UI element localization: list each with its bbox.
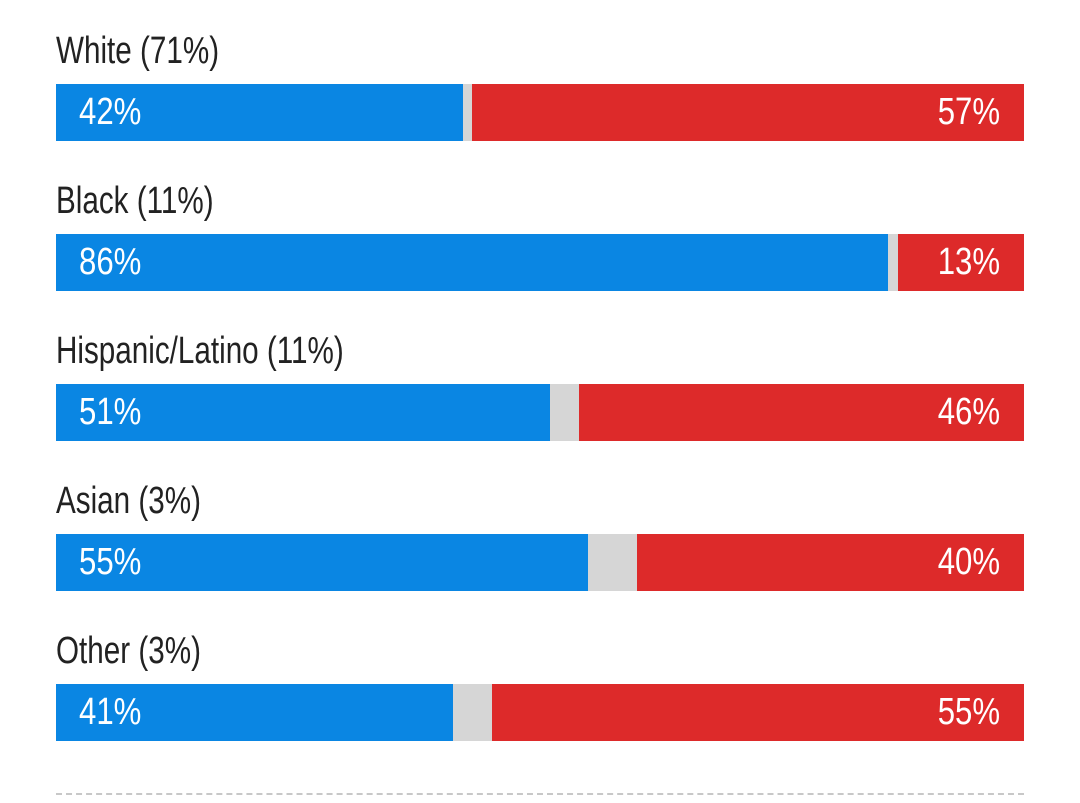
value-label-blue: 55% bbox=[79, 541, 142, 583]
row-label: Asian (3%) bbox=[56, 480, 201, 522]
chart-row: Hispanic/Latino (11%) 51% 46% bbox=[56, 328, 1024, 441]
chart-row: Other (3%) 41% 55% bbox=[56, 628, 1024, 741]
bar-segment-red: 46% bbox=[579, 384, 1024, 441]
chart-row: White (71%) 42% 57% bbox=[56, 28, 1024, 141]
row-label: Black (11%) bbox=[56, 180, 214, 222]
bar-segment-blue: 55% bbox=[56, 534, 588, 591]
value-label-red: 46% bbox=[937, 391, 1000, 433]
value-label-red: 55% bbox=[937, 691, 1000, 733]
chart-row: Black (11%) 86% 13% bbox=[56, 178, 1024, 291]
chart-row: Asian (3%) 55% 40% bbox=[56, 478, 1024, 591]
value-label-blue: 42% bbox=[79, 91, 142, 133]
row-label: Hispanic/Latino (11%) bbox=[56, 330, 344, 372]
stacked-bar: 42% 57% bbox=[56, 84, 1024, 141]
value-label-red: 40% bbox=[937, 541, 1000, 583]
value-label-blue: 86% bbox=[79, 241, 142, 283]
bar-segment-red: 55% bbox=[492, 684, 1024, 741]
row-label: Other (3%) bbox=[56, 630, 201, 672]
value-label-red: 13% bbox=[937, 241, 1000, 283]
value-label-blue: 41% bbox=[79, 691, 142, 733]
bar-segment-blue: 86% bbox=[56, 234, 888, 291]
row-label: White (71%) bbox=[56, 30, 220, 72]
bar-segment-blue: 42% bbox=[56, 84, 463, 141]
stacked-bar: 86% 13% bbox=[56, 234, 1024, 291]
stacked-bar: 51% 46% bbox=[56, 384, 1024, 441]
bottom-divider bbox=[56, 793, 1024, 795]
bar-segment-red: 40% bbox=[637, 534, 1024, 591]
bar-segment-red: 13% bbox=[898, 234, 1024, 291]
stacked-bar: 41% 55% bbox=[56, 684, 1024, 741]
value-label-red: 57% bbox=[937, 91, 1000, 133]
stacked-bar: 55% 40% bbox=[56, 534, 1024, 591]
value-label-blue: 51% bbox=[79, 391, 142, 433]
bar-segment-blue: 51% bbox=[56, 384, 550, 441]
bar-segment-blue: 41% bbox=[56, 684, 453, 741]
bar-segment-red: 57% bbox=[472, 84, 1024, 141]
